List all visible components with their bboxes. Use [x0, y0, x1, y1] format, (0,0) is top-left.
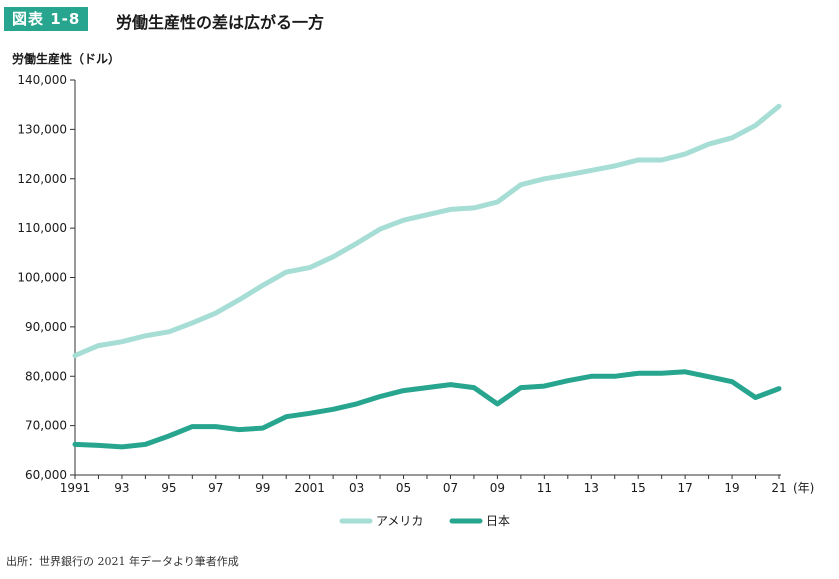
chart-title: 労働生産性の差は広がる一方 [116, 13, 325, 32]
y-tick-label: 80,000 [25, 369, 67, 383]
x-tick-label: 11 [537, 481, 552, 495]
x-tick-label: 09 [490, 481, 505, 495]
y-tick-label: 100,000 [17, 271, 67, 285]
x-tick-label: 99 [255, 481, 270, 495]
x-tick-label: 03 [349, 481, 364, 495]
x-tick-label: 93 [114, 481, 129, 495]
x-tick-label: 15 [631, 481, 646, 495]
y-tick-label: 110,000 [17, 221, 67, 235]
y-tick-label: 70,000 [25, 419, 67, 433]
series-lines [72, 103, 782, 450]
x-tick-label: 97 [208, 481, 223, 495]
figure-label-badge: 図表 1-8 [4, 7, 89, 31]
x-tick-label: 13 [584, 481, 599, 495]
x-tick-label: 05 [396, 481, 411, 495]
x-tick-label: 19 [724, 481, 739, 495]
legend-label-usa: アメリカ [376, 514, 423, 528]
x-axis-unit: (年) [793, 481, 814, 495]
series-line-usa [72, 103, 782, 358]
axes [74, 80, 781, 476]
x-tick-label: 2001 [294, 481, 325, 495]
legend: アメリカ 日本 [339, 514, 510, 528]
y-axis-label: 労働生産性（ドル） [12, 52, 121, 66]
source-note: 出所：世界銀行の 2021 年データより筆者作成 [6, 555, 239, 568]
y-tick-label: 60,000 [25, 468, 67, 482]
series-line-japan [72, 369, 782, 450]
legend-label-japan: 日本 [486, 514, 510, 528]
y-tick-label: 140,000 [17, 73, 67, 87]
y-tick-label: 130,000 [17, 122, 67, 136]
x-tick-label: 21 [771, 481, 786, 495]
y-ticks: 60,000 70,000 80,000 90,000 100,000 110,000 12… [17, 73, 75, 482]
x-tick-label: 95 [161, 481, 176, 495]
x-ticks: 1991 93 95 97 99 2001 03 05 07 09 11 13 15 17 19 21 (年) [60, 475, 814, 495]
x-tick-label: 07 [443, 481, 458, 495]
x-tick-label: 17 [677, 481, 692, 495]
y-tick-label: 120,000 [17, 172, 67, 186]
y-tick-label: 90,000 [25, 320, 67, 334]
x-tick-label: 1991 [60, 481, 91, 495]
